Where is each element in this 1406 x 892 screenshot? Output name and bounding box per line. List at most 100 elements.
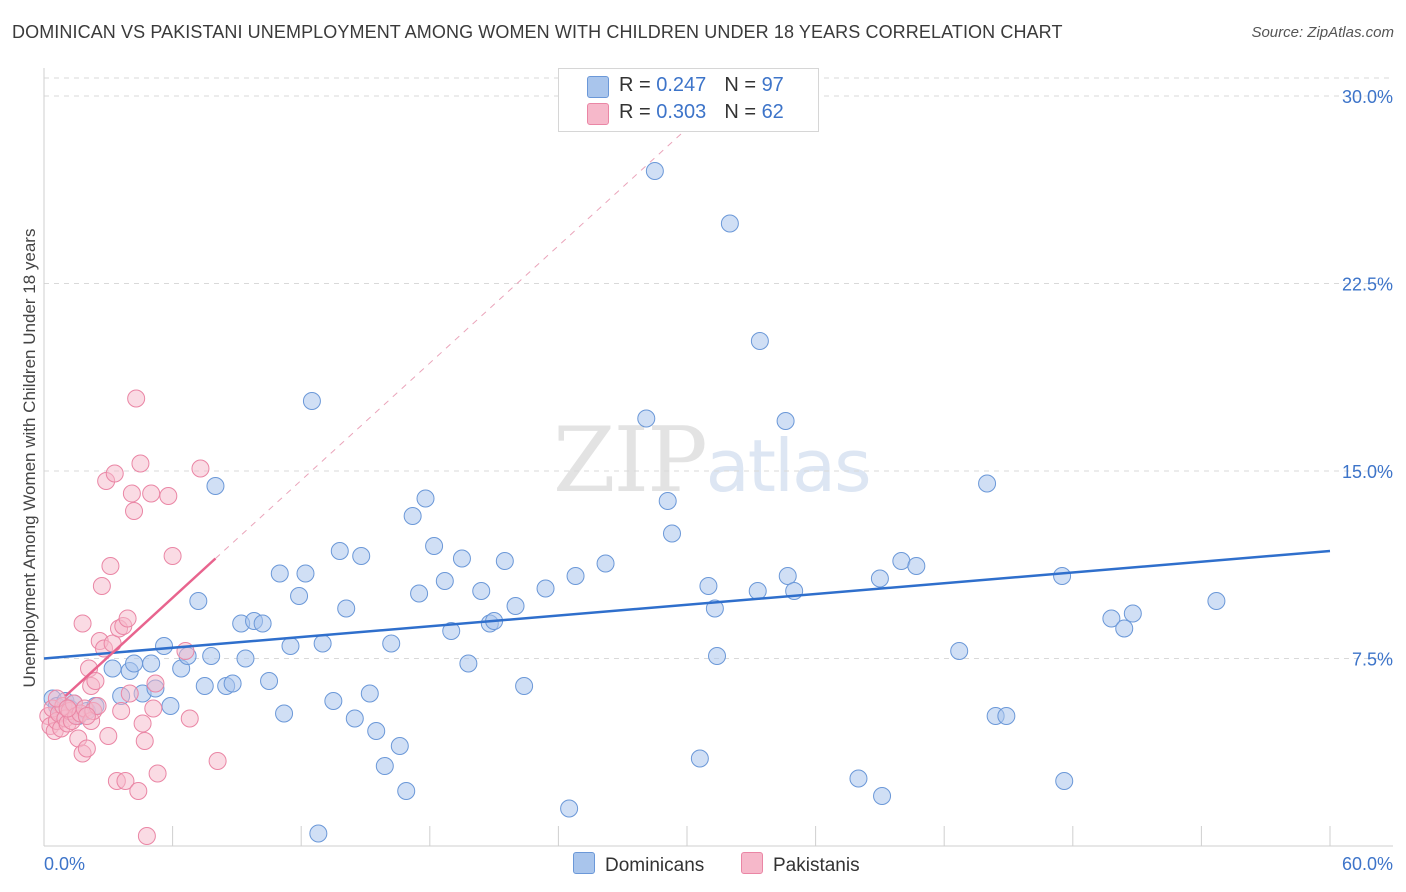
x-tick-label: 0.0%	[44, 854, 85, 874]
y-tick-label: 15.0%	[1342, 462, 1393, 482]
dominican-point	[472, 582, 491, 600]
y-tick-label: 7.5%	[1352, 650, 1393, 670]
legend-swatch-dominicans	[587, 76, 609, 98]
dominican-point	[705, 599, 724, 618]
dominican-point	[1053, 567, 1072, 585]
dominican-point	[495, 552, 514, 570]
pakistani-point	[120, 684, 139, 703]
dominican-point	[778, 567, 797, 585]
dominican-point	[337, 599, 356, 618]
dominican-point	[708, 647, 727, 665]
dominican-point	[281, 637, 300, 655]
dominican-point	[849, 769, 868, 788]
pakistani-point	[116, 772, 135, 790]
dominican-point	[645, 162, 664, 180]
dominican-point	[345, 709, 364, 728]
dominican-point	[313, 634, 332, 653]
bottom-legend-label-pakistanis: Pakistanis	[773, 855, 860, 876]
dominican-point	[125, 654, 144, 673]
dominican-point	[161, 697, 180, 715]
dominican-point	[352, 547, 371, 565]
legend-r-value-pakistanis: 0.303	[656, 101, 707, 123]
dominican-point	[223, 674, 242, 693]
dominican-point	[776, 412, 795, 430]
dominican-point	[260, 672, 279, 690]
dominican-point	[275, 704, 294, 723]
pakistani-point	[148, 764, 167, 783]
pakistani-point	[127, 389, 146, 408]
dominican-point	[253, 614, 272, 633]
pakistani-point	[159, 487, 178, 505]
dominican-point	[1115, 619, 1134, 638]
dominican-point	[907, 557, 926, 575]
dominican-point	[382, 634, 401, 653]
y-tick-label: 30.0%	[1342, 87, 1393, 107]
watermark-atlas: atlas	[705, 424, 872, 508]
legend-n-value-dominicans: 97	[761, 74, 784, 96]
pakistani-point	[101, 557, 120, 575]
dominican-point	[189, 592, 208, 610]
legend-r-label: R =	[619, 101, 657, 123]
watermark-zip: ZIP	[553, 408, 708, 513]
dominican-point	[662, 524, 681, 543]
pakistani-point	[144, 699, 163, 718]
dominican-point	[873, 787, 892, 805]
bottom-legend-pakistanis: Pakistanis	[741, 852, 860, 877]
legend-swatch-pakistanis	[587, 103, 609, 125]
dominican-point	[403, 507, 422, 525]
dominican-point	[720, 214, 739, 233]
dominican-point	[435, 572, 454, 590]
pakistani-point	[146, 674, 165, 693]
legend-n-value-pakistanis: 62	[761, 101, 784, 123]
dominican-point	[302, 392, 321, 410]
dominican-point	[596, 554, 615, 573]
dominican-point	[360, 684, 379, 703]
pakistani-point	[77, 707, 96, 725]
legend-n-label: N =	[724, 74, 762, 96]
pakistani-point	[125, 502, 144, 520]
dominican-point	[390, 737, 409, 755]
dominican-point	[103, 659, 122, 678]
bottom-legend-swatch-pakistanis	[741, 852, 763, 874]
dominican-point	[397, 782, 416, 800]
dominican-point	[202, 647, 221, 665]
pakistani-point	[135, 732, 154, 750]
dominican-point	[195, 677, 214, 695]
dominican-point	[997, 707, 1016, 725]
dominican-point	[324, 692, 343, 710]
pakistani-point	[77, 739, 96, 758]
bottom-legend-swatch-dominicans	[573, 852, 595, 874]
dominican-point	[658, 492, 677, 510]
dominican-point	[410, 584, 429, 603]
pakistani-point	[58, 699, 77, 718]
pakistani-point	[118, 609, 137, 628]
dominican-point	[367, 722, 386, 740]
pakistani-trend-line	[64, 557, 217, 697]
dominican-point	[566, 567, 585, 585]
source-label: Source: ZipAtlas.com	[1251, 24, 1394, 41]
dominican-point	[892, 552, 911, 570]
x-tick-label: 60.0%	[1342, 854, 1393, 874]
dominican-point	[506, 597, 525, 615]
bottom-legend-label-dominicans: Dominicans	[605, 855, 705, 876]
pakistani-point	[180, 709, 199, 728]
dominican-point	[442, 622, 461, 640]
bottom-legend-dominicans: Dominicans	[573, 852, 704, 877]
dominican-point	[416, 489, 435, 508]
chart-title: DOMINICAN VS PAKISTANI UNEMPLOYMENT AMON…	[12, 22, 1063, 42]
dominican-point	[1102, 609, 1121, 628]
dominican-point	[309, 824, 328, 843]
pakistani-point	[191, 459, 210, 478]
pakistani-point	[103, 634, 122, 653]
legend-r-label: R =	[619, 74, 657, 96]
dominican-point	[296, 564, 315, 583]
pakistani-point	[86, 672, 105, 690]
pakistani-point	[92, 577, 111, 595]
zipatlas-watermark: ZIPatlas	[553, 408, 872, 513]
dominican-point	[560, 799, 579, 818]
pakistani-point	[99, 727, 118, 745]
dominican-point	[515, 677, 534, 695]
pakistani-point	[208, 752, 227, 770]
dominican-point	[748, 582, 767, 600]
pakistani-point	[122, 484, 141, 503]
